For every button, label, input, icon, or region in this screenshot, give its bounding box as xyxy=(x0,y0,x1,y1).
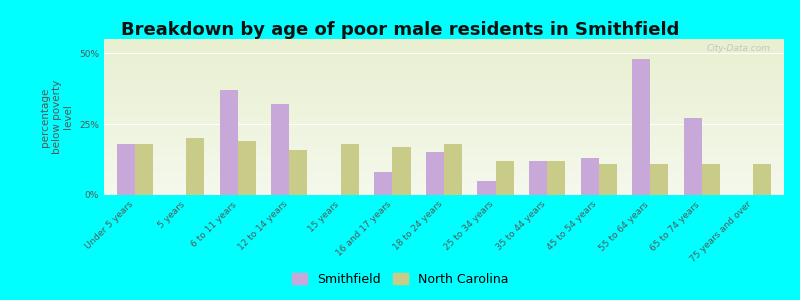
Y-axis label: percentage
below poverty
level: percentage below poverty level xyxy=(40,80,74,154)
Bar xyxy=(426,152,444,195)
Bar xyxy=(186,138,205,195)
Bar xyxy=(341,144,359,195)
Bar xyxy=(117,144,135,195)
Bar xyxy=(478,181,495,195)
Bar xyxy=(632,59,650,195)
Bar xyxy=(290,150,307,195)
Bar xyxy=(393,147,410,195)
Bar xyxy=(598,164,617,195)
Bar xyxy=(753,164,771,195)
Bar xyxy=(581,158,598,195)
Bar xyxy=(271,104,290,195)
Bar xyxy=(238,141,256,195)
Bar xyxy=(529,161,547,195)
Bar xyxy=(374,172,393,195)
Bar xyxy=(495,161,514,195)
Bar xyxy=(135,144,153,195)
Bar xyxy=(683,118,702,195)
Text: Breakdown by age of poor male residents in Smithfield: Breakdown by age of poor male residents … xyxy=(121,21,679,39)
Legend: Smithfield, North Carolina: Smithfield, North Carolina xyxy=(286,268,514,291)
Bar xyxy=(547,161,565,195)
Bar xyxy=(444,144,462,195)
Text: City-Data.com: City-Data.com xyxy=(706,44,770,53)
Bar xyxy=(650,164,668,195)
Bar xyxy=(702,164,720,195)
Bar xyxy=(220,90,238,195)
